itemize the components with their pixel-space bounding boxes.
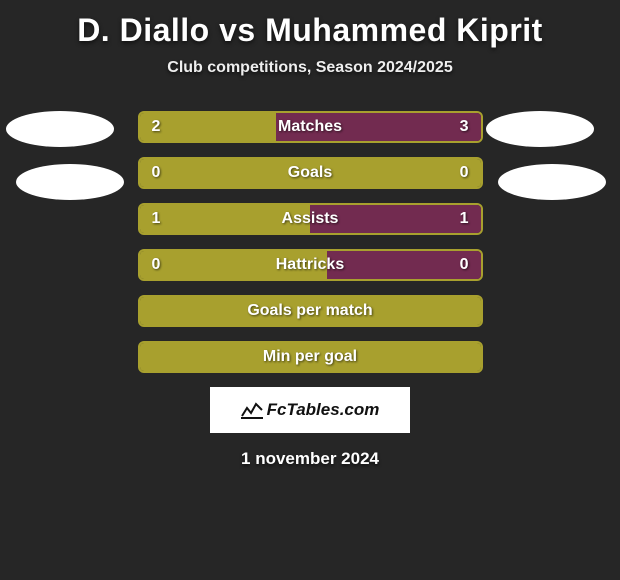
player-avatar-placeholder [16, 164, 124, 200]
comparison-title: D. Diallo vs Muhammed Kiprit [0, 12, 620, 49]
player-avatar-placeholder [6, 111, 114, 147]
stat-bar-right [276, 113, 481, 141]
stat-bar-left [140, 205, 311, 233]
stat-bar-left [140, 113, 276, 141]
stat-row: Min per goal [138, 341, 483, 373]
player-avatar-placeholder [486, 111, 594, 147]
stat-row: 00Hattricks [138, 249, 483, 281]
comparison-chart: 23Matches 00Goals 11Assists 00Hattricks Goal… [0, 111, 620, 373]
stat-bar-left [140, 297, 481, 325]
comparison-subtitle: Club competitions, Season 2024/2025 [0, 59, 620, 77]
stat-row: 00Goals [138, 157, 483, 189]
stat-row: Goals per match [138, 295, 483, 327]
stat-bar-left [140, 251, 328, 279]
attribution-badge: FcTables.com [210, 387, 410, 433]
footer-date: 1 november 2024 [0, 449, 620, 469]
stat-row: 11Assists [138, 203, 483, 235]
stat-bar-left [140, 343, 481, 371]
attribution-text: FcTables.com [267, 400, 380, 420]
chart-icon [241, 401, 263, 419]
stat-bar-right [327, 251, 480, 279]
stat-row: 23Matches [138, 111, 483, 143]
stat-bar-right [310, 205, 481, 233]
player-avatar-placeholder [498, 164, 606, 200]
stat-bar-left [140, 159, 481, 187]
